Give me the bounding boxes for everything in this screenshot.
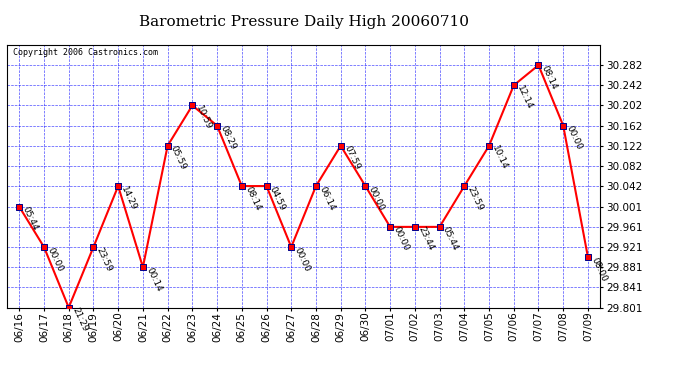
Text: 00:00: 00:00 [391,225,411,253]
Text: Copyright 2006 Castronics.com: Copyright 2006 Castronics.com [13,48,158,57]
Text: 05:59: 05:59 [169,144,188,172]
Text: 00:14: 00:14 [144,266,164,293]
Text: 07:59: 07:59 [342,144,361,172]
Text: 05:44: 05:44 [21,206,39,232]
Text: 08:00: 08:00 [589,256,609,283]
Text: 06:14: 06:14 [317,184,337,212]
Text: 08:29: 08:29 [219,124,237,152]
Text: 12:14: 12:14 [515,84,534,111]
Point [384,224,395,230]
Point [39,244,50,250]
Point [14,204,25,210]
Text: 00:00: 00:00 [564,124,584,152]
Text: 00:00: 00:00 [367,184,386,212]
Text: 23:59: 23:59 [466,184,485,212]
Text: 10:14: 10:14 [491,144,509,171]
Point [286,244,297,250]
Text: 00:00: 00:00 [293,246,312,273]
Point [261,183,272,189]
Point [88,244,99,250]
Point [236,183,247,189]
Text: 00:00: 00:00 [46,246,64,273]
Point [360,183,371,189]
Point [533,62,544,68]
Point [484,143,495,149]
Text: 14:29: 14:29 [119,184,139,212]
Text: 23:44: 23:44 [416,225,435,252]
Text: 08:14: 08:14 [540,64,559,91]
Point [162,143,173,149]
Point [459,183,470,189]
Text: 21:29: 21:29 [70,306,89,333]
Text: 10:59: 10:59 [194,104,213,131]
Text: 08:14: 08:14 [243,184,262,212]
Point [335,143,346,149]
Text: 05:44: 05:44 [441,225,460,252]
Text: 04:59: 04:59 [268,184,287,212]
Point [558,123,569,129]
Point [434,224,445,230]
Point [409,224,420,230]
Point [63,304,75,310]
Point [112,183,124,189]
Point [137,264,148,270]
Point [582,254,593,260]
Text: Barometric Pressure Daily High 20060710: Barometric Pressure Daily High 20060710 [139,15,469,29]
Point [187,102,198,108]
Point [509,82,520,88]
Point [310,183,322,189]
Point [212,123,223,129]
Text: 23:59: 23:59 [95,246,114,273]
